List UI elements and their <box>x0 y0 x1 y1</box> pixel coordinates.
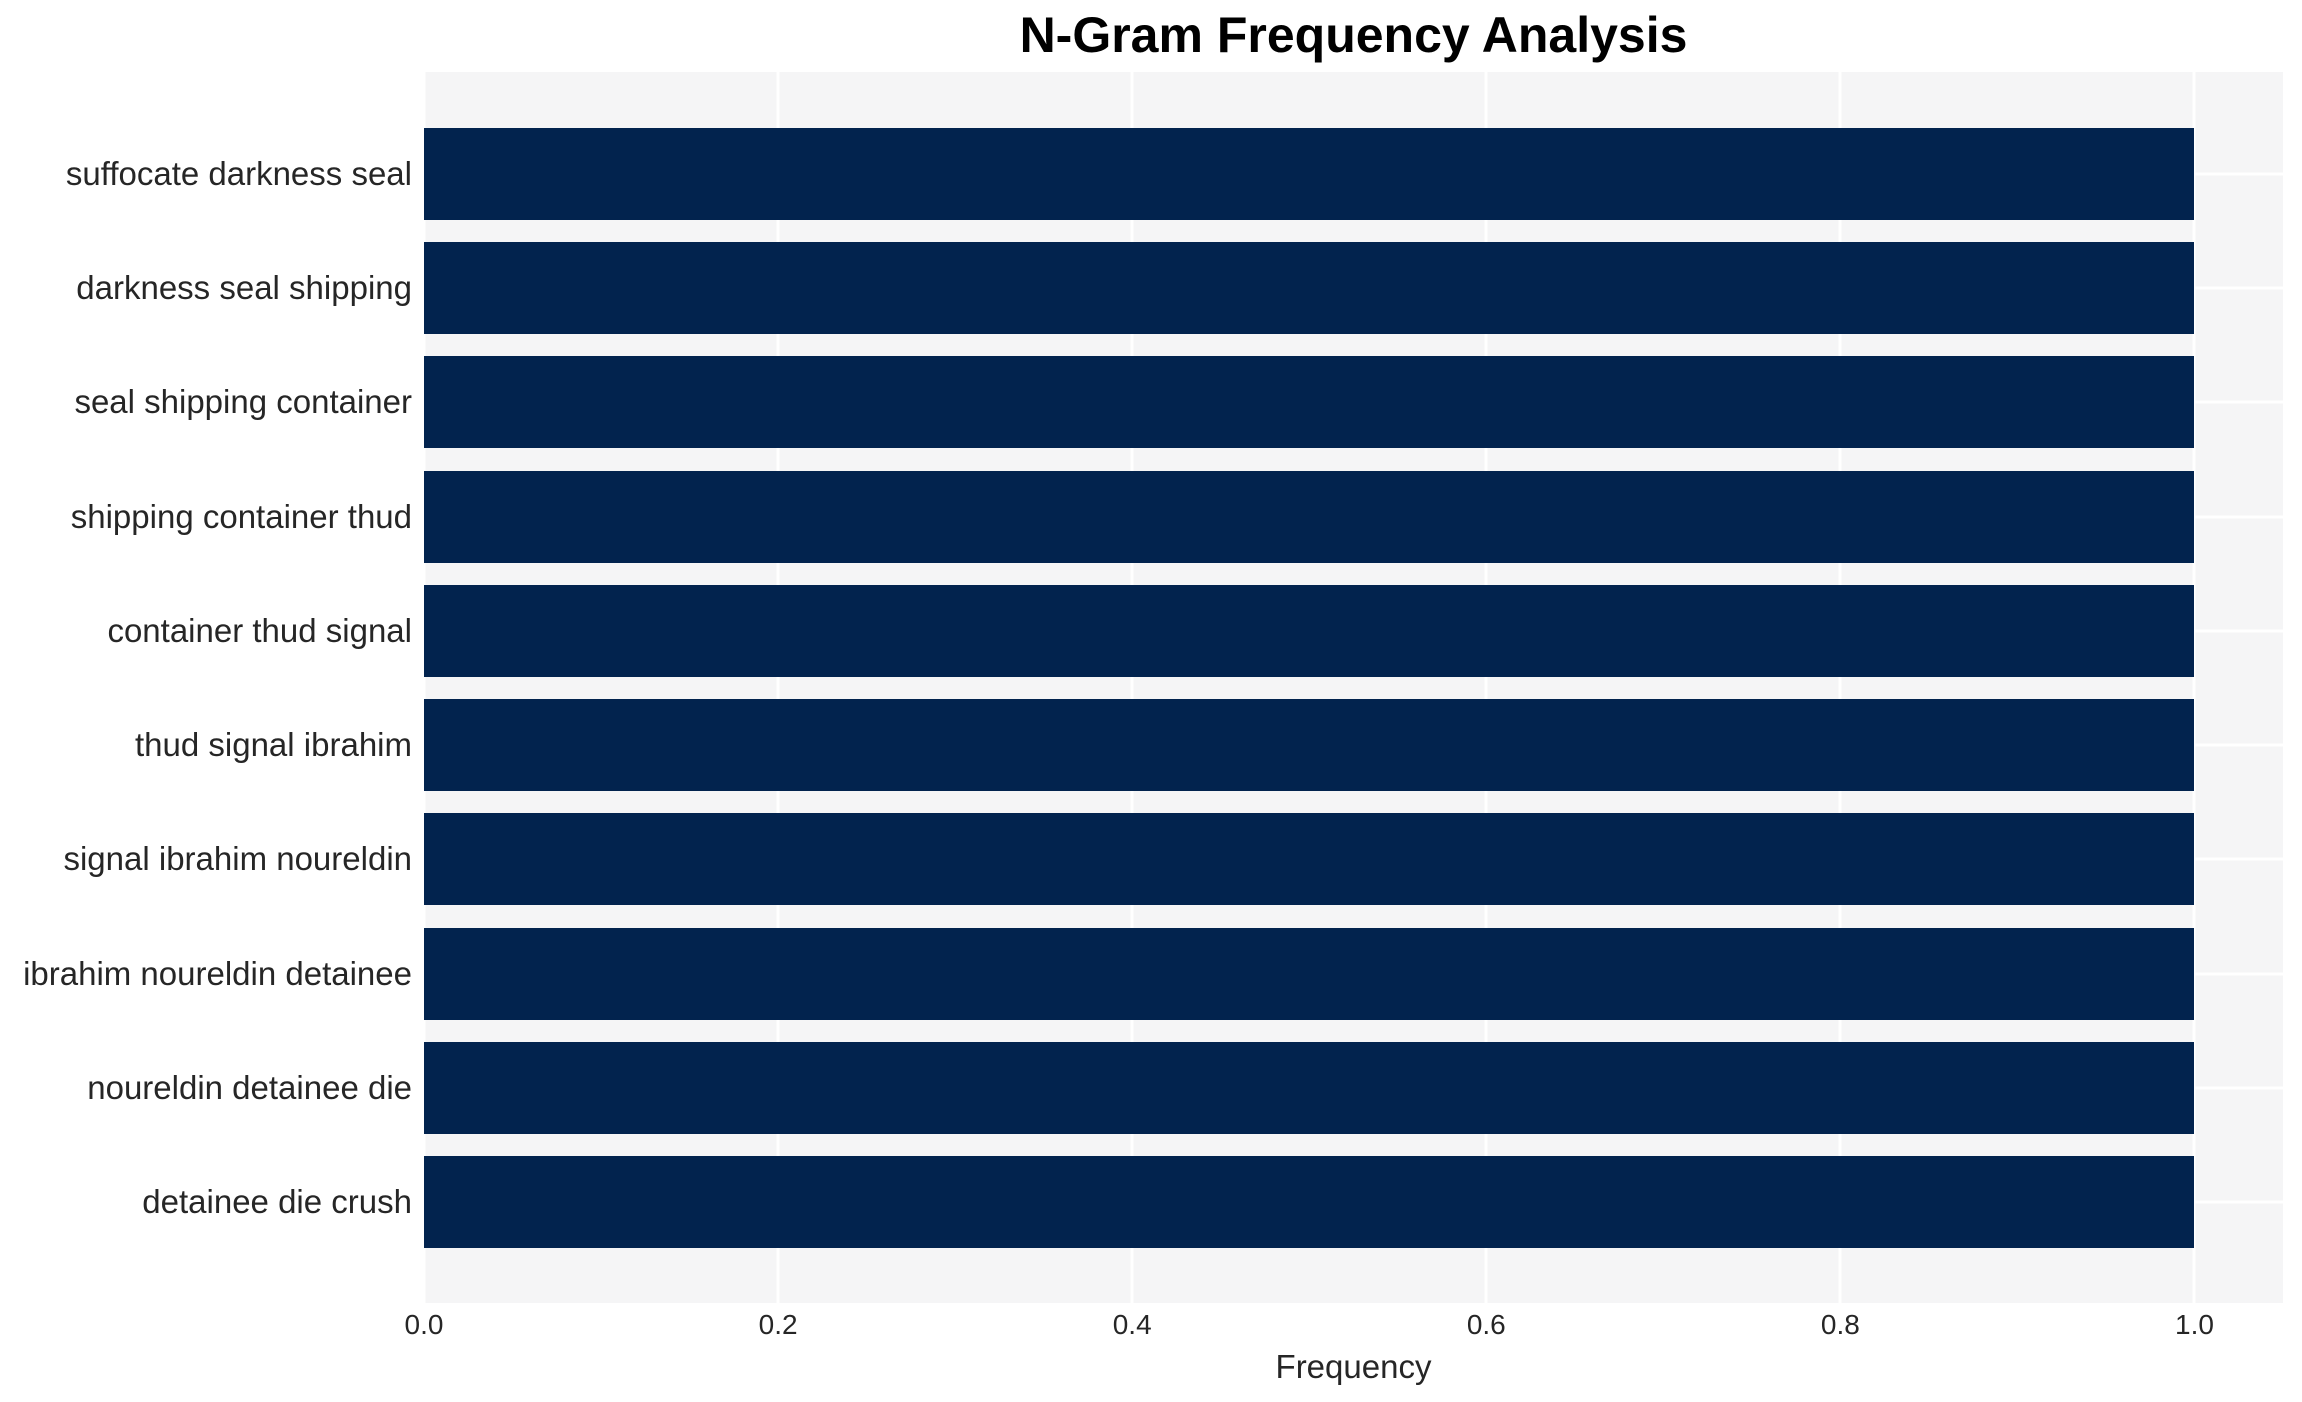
bar <box>424 813 2195 906</box>
y-axis-label: darkness seal shipping <box>76 269 412 307</box>
x-tick-label: 0.6 <box>1466 1309 1506 1340</box>
y-axis-label: suffocate darkness seal <box>65 155 412 192</box>
x-tick-label: 1.0 <box>2175 1309 2214 1340</box>
y-axis-label: container thud signal <box>107 611 412 649</box>
bar-row: ibrahim noureldin detainee <box>23 927 2283 1020</box>
y-axis-label: seal shipping container <box>74 383 412 421</box>
x-gridline <box>2192 72 2196 1303</box>
bar <box>424 128 2195 220</box>
bar <box>424 584 2195 677</box>
plot-area: suffocate darkness seal darkness seal shi… <box>23 72 2283 1303</box>
y-axis-label: noureldin detainee die <box>87 1068 412 1106</box>
x-axis-title: Frequency <box>1275 1348 1432 1385</box>
y-axis-label: thud signal ibrahim <box>135 726 412 764</box>
x-tick-label: 0.4 <box>1112 1309 1152 1340</box>
bar <box>424 1041 2195 1134</box>
bar <box>424 242 2195 335</box>
y-axis-label: shipping container thud <box>70 497 412 535</box>
bar-row: noureldin detainee die <box>87 1041 2283 1134</box>
y-axis-label: detainee die crush <box>142 1182 412 1220</box>
x-gridline <box>422 72 426 1303</box>
bar-row: seal shipping container <box>74 356 2283 449</box>
bar <box>424 470 2195 563</box>
x-gridline <box>1130 72 1134 1303</box>
bar-row: suffocate darkness seal <box>66 128 2283 220</box>
bar <box>424 1155 2195 1248</box>
bar-row: shipping container thud <box>71 470 2283 563</box>
x-gridline <box>1838 72 1842 1303</box>
y-axis-label: ibrahim noureldin detainee <box>23 954 412 992</box>
x-tick-label: 0.2 <box>758 1309 798 1340</box>
bar-row: container thud signal <box>107 584 2283 677</box>
x-tick-label: 0.0 <box>404 1309 444 1340</box>
x-axis-tick-labels: 0.0 0.2 0.4 0.6 0.8 1.0 <box>405 1308 2283 1342</box>
chart-title: N-Gram Frequency Analysis <box>1019 7 1688 63</box>
y-axis-label: signal ibrahim noureldin <box>63 840 412 878</box>
bar <box>424 356 2195 449</box>
bar <box>424 927 2195 1020</box>
x-gridline <box>776 72 780 1303</box>
bar <box>424 699 2195 792</box>
bar-row: darkness seal shipping <box>76 242 2283 335</box>
x-gridline <box>1484 72 1488 1303</box>
bar-rows: suffocate darkness seal darkness seal shi… <box>23 72 2283 1303</box>
bar-row: detainee die crush <box>142 1155 2283 1248</box>
x-tick-label: 0.8 <box>1820 1309 1860 1340</box>
bar-row: signal ibrahim noureldin <box>63 813 2283 906</box>
bar-row: thud signal ibrahim <box>135 699 2283 792</box>
